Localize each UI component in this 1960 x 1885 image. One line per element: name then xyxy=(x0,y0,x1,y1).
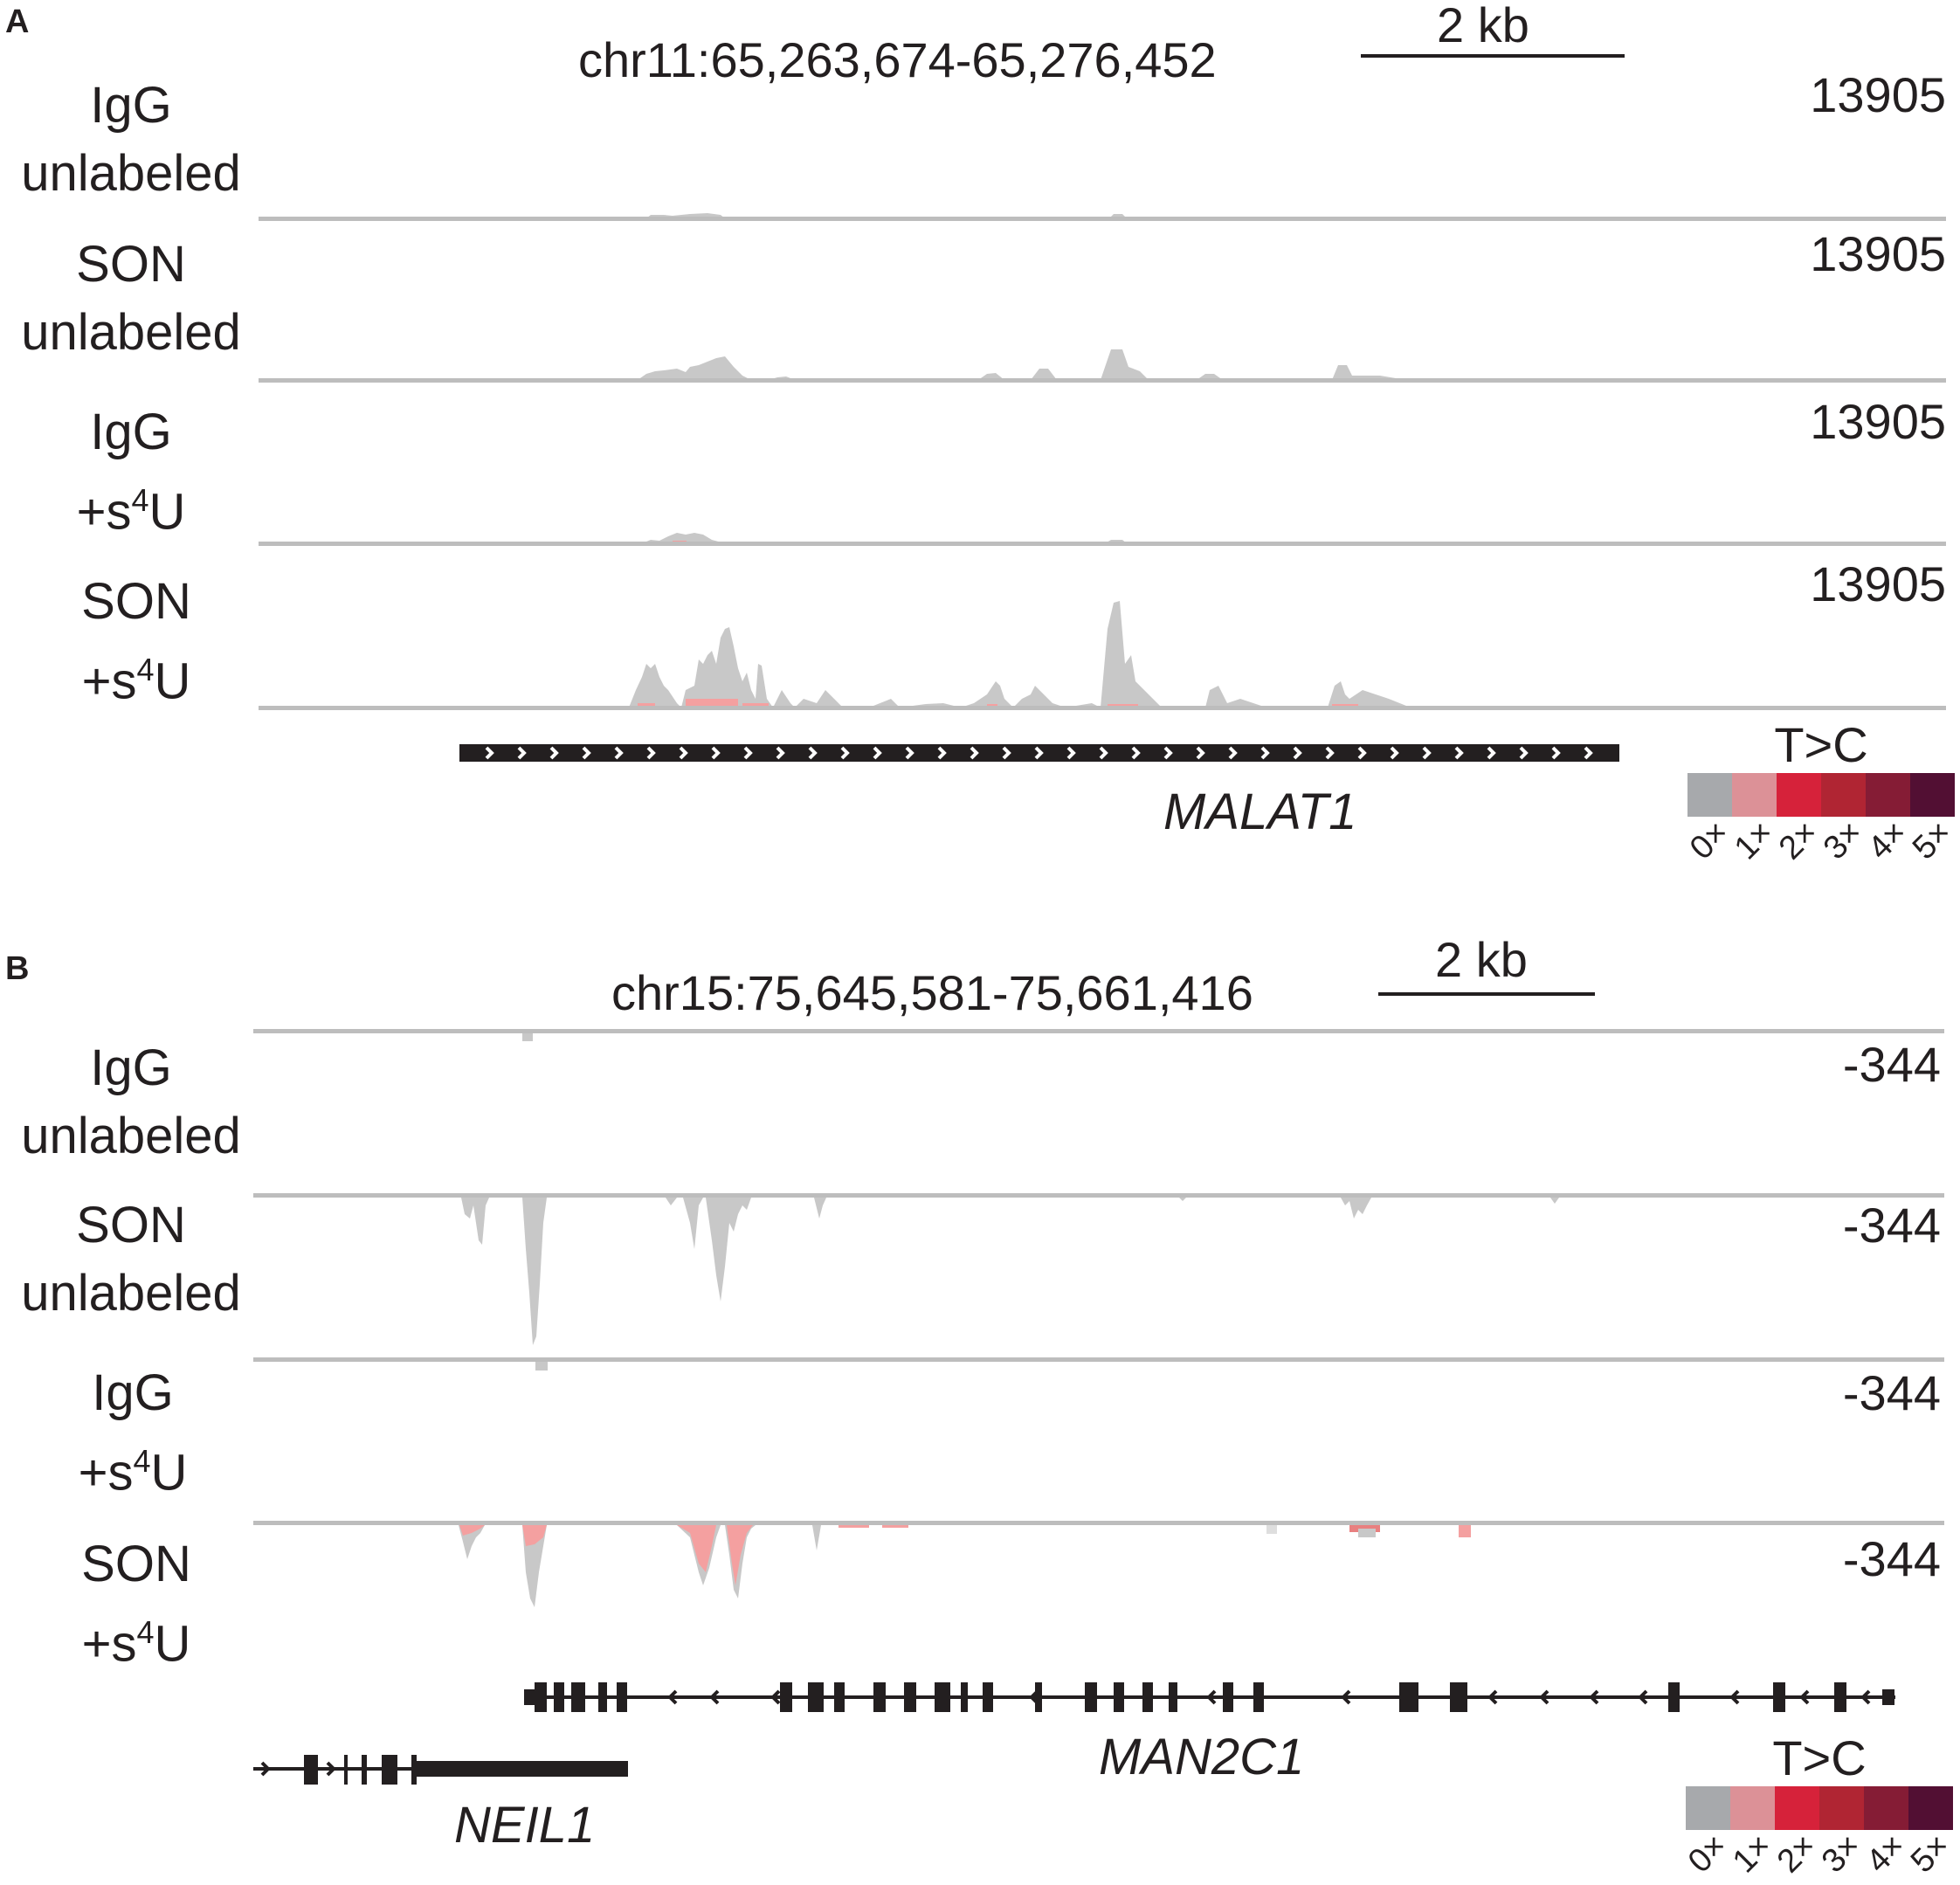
legend-swatch-0x xyxy=(1687,773,1732,817)
panel-b-letter: B xyxy=(5,950,30,987)
legend-swatch-5x xyxy=(1910,773,1955,817)
legend-a-ticks: 0× 1× 2× 3× 4× 5× xyxy=(1682,813,1959,867)
gene-label-malat1: MALAT1 xyxy=(1163,784,1357,840)
track-label-b3: IgG +s4U xyxy=(78,1364,188,1502)
track-a4-coverage xyxy=(259,601,1946,710)
legend-swatch-3x xyxy=(1821,773,1866,817)
legend-swatch-2x xyxy=(1775,1786,1819,1830)
track-label-a3: IgG +s4U xyxy=(76,404,186,541)
track-label-b1: IgG unlabeled xyxy=(21,1039,241,1164)
track-a2-coverage xyxy=(259,349,1946,383)
track-label-a2: SON unlabeled xyxy=(21,236,241,361)
panel-a-coordinates: chr11:65,263,674-65,276,452 xyxy=(578,32,1217,87)
track-max-b1: -344 xyxy=(1842,1037,1941,1092)
track-max-a4: 13905 xyxy=(1810,556,1946,611)
track-b2-coverage xyxy=(253,1193,1944,1345)
track-b3-coverage xyxy=(253,1357,1944,1371)
track-label-b2: SON unlabeled xyxy=(21,1197,241,1322)
track-a3-coverage xyxy=(259,533,1946,546)
gene-label-neil1: NEIL1 xyxy=(454,1797,596,1854)
legend-a: T>C 0× 1× 2× 3× 4× 5× xyxy=(1682,716,1959,867)
track-max-a2: 13905 xyxy=(1810,226,1946,281)
track-max-a3: 13905 xyxy=(1810,394,1946,449)
legend-swatch-2x xyxy=(1777,773,1821,817)
track-max-a1: 13905 xyxy=(1810,67,1946,122)
legend-swatch-0x xyxy=(1686,1786,1730,1830)
gene-label-man2c1: MAN2C1 xyxy=(1099,1729,1305,1785)
legend-swatch-1x xyxy=(1730,1786,1775,1830)
legend-b-title: T>C xyxy=(1772,1730,1867,1785)
track-b1-coverage xyxy=(253,1029,1944,1041)
track-label-b4: SON +s4U xyxy=(81,1536,191,1673)
panel-a-letter: A xyxy=(5,3,30,40)
track-max-b2: -344 xyxy=(1842,1198,1941,1253)
panel-b-coordinates: chr15:75,645,581-75,661,416 xyxy=(611,965,1253,1020)
legend-swatch-4x xyxy=(1864,1786,1908,1830)
panel-b-scale-label: 2 kb xyxy=(1435,932,1528,987)
legend-b-swatches xyxy=(1686,1786,1953,1830)
legend-swatch-1x xyxy=(1732,773,1777,817)
legend-b-ticks: 0× 1× 2× 3× 4× 5× xyxy=(1680,1826,1957,1881)
track-a1-coverage xyxy=(259,213,1946,221)
gene-man2c1 xyxy=(524,1682,1895,1712)
gene-neil1 xyxy=(253,1755,628,1785)
legend-swatch-3x xyxy=(1819,1786,1864,1830)
legend-swatch-5x xyxy=(1908,1786,1953,1830)
legend-a-title: T>C xyxy=(1774,717,1868,772)
legend-a-swatches xyxy=(1687,773,1955,817)
track-label-a1: IgG unlabeled xyxy=(21,77,241,202)
track-label-a4: SON +s4U xyxy=(81,573,191,710)
gene-malat1 xyxy=(459,744,1619,762)
track-max-b4: -344 xyxy=(1842,1531,1941,1586)
track-max-b3: -344 xyxy=(1842,1365,1941,1420)
legend-b: T>C 0× 1× 2× 3× 4× 5× xyxy=(1680,1730,1957,1881)
legend-swatch-4x xyxy=(1866,773,1910,817)
track-b4-coverage xyxy=(253,1521,1944,1607)
panel-a-scale-label: 2 kb xyxy=(1437,0,1529,52)
